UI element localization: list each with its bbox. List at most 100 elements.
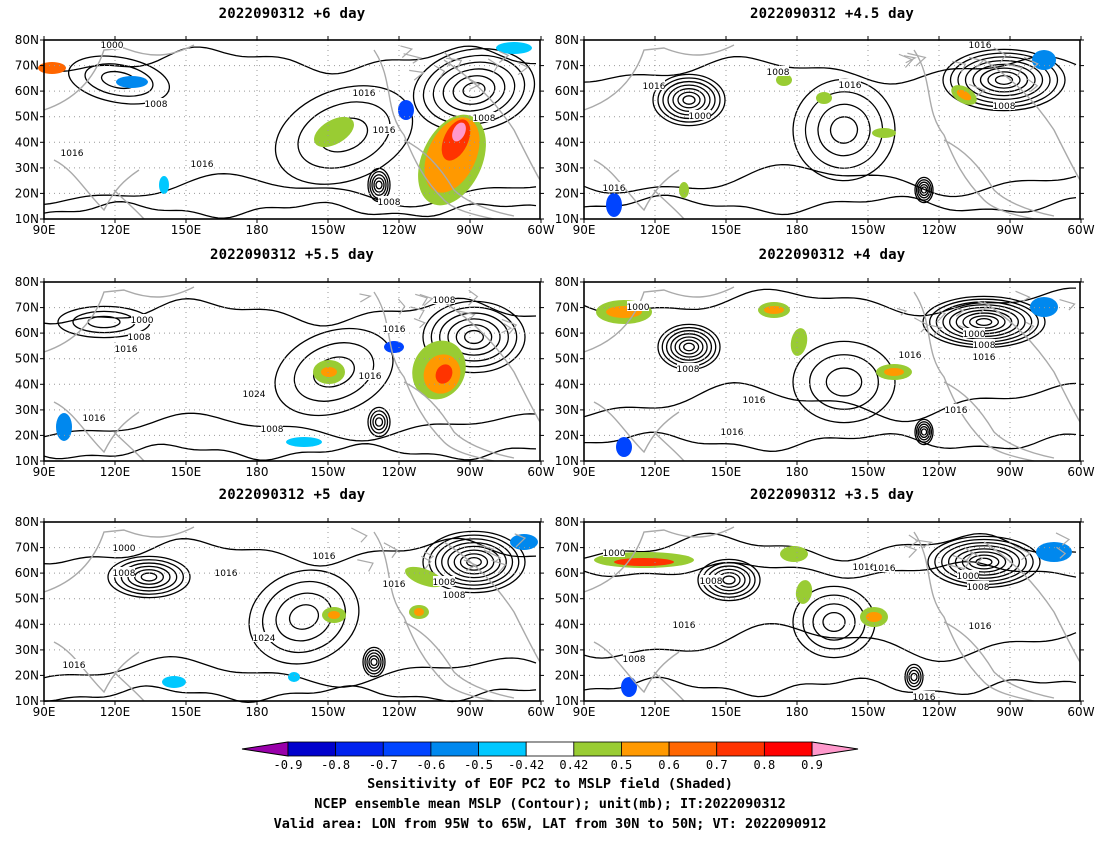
lon-tick-label: 120W [382,223,417,237]
lat-tick-label: 70N [555,541,579,555]
lon-tick-label: 60W [1067,465,1094,479]
colorbar-level-label: -0.7 [369,758,398,772]
lon-tick-label: 150W [851,223,886,237]
lon-tick-label: 90E [573,465,596,479]
lat-tick-label: 70N [15,541,39,555]
contour-label: 1016 [853,563,876,573]
lon-tick-label: 120W [922,223,957,237]
colorbar-level-label: -0.8 [321,758,350,772]
contour-label: 1008 [128,333,151,343]
lat-tick-label: 40N [555,377,579,391]
contour-label: 1016 [383,580,406,590]
colorbar: -0.9 -0.8 -0.7 -0.6 -0.5 -0.42 0.42 0.5 0.6 0.7 0.… [0,738,1100,774]
lat-tick-label: 50N [15,592,39,606]
lat-tick-label: 30N [15,643,39,657]
contour-label: 1016 [721,428,744,438]
lon-tick-label: 60W [527,705,554,719]
contour-label: 1008 [677,365,700,375]
colorbar-level-label: -0.6 [416,758,445,772]
mslp-contours: 1000 1008 1016 1016 1016 1016 1008 1008 [61,39,496,208]
colorbar-box [621,741,670,757]
lat-tick-label: 50N [15,352,39,366]
contour-label: 1016 [313,552,336,562]
colorbar-level-label: -0.5 [464,758,493,772]
lon-tick-label: 150W [851,465,886,479]
lon-tick-label: 120E [640,465,671,479]
panel-title-3: 2022090312 +5.5 day [210,247,374,263]
lon-tick-label: 90E [33,465,56,479]
sensitivity-shading [583,287,1077,457]
coastlines [43,526,541,702]
lon-tick-label: 120E [100,705,131,719]
lat-tick-label: 70N [555,301,579,315]
contour-label: 1000 [603,549,626,559]
colorbar-level-label: 0.7 [706,758,728,772]
lon-tick-label: 180 [786,705,809,719]
contour-label: 1008 [767,68,790,78]
lat-tick-label: 20N [555,428,579,442]
lon-tick-label: 90W [456,465,483,479]
lon-tick-label: 60W [527,465,554,479]
lat-tick-label: 20N [555,186,579,200]
colorbar-level-label: 0.6 [658,758,680,772]
colorbar-max-arrow [811,741,859,757]
mslp-contours: 1000 1008 1016 1016 1024 1016 1008 1008 1016 [63,542,466,671]
caption-line-3: Valid area: LON from 95W to 65W, LAT fro… [273,816,827,832]
colorbar-box [287,741,337,757]
contour-label: 1008 [145,100,168,110]
contour-label: 1000 [113,544,136,554]
contour-label: 1016 [63,661,86,671]
lat-tick-label: 80N [15,275,39,289]
lon-tick-label: 180 [786,223,809,237]
contour-label: 1016 [603,184,626,194]
plot-frame [583,281,1081,462]
contour-label: 1016 [673,621,696,631]
lon-tick-label: 90E [33,705,56,719]
lat-tick-label: 60N [15,84,39,98]
lon-tick-label: 120W [382,465,417,479]
lon-tick-label: 150E [711,465,742,479]
mslp-contours: 1016 1008 1016 1000 1016 1008 1016 [603,39,1016,194]
lat-tick-label: 40N [15,135,39,149]
contour-label: 1008 [967,583,990,593]
lat-tick-label: 40N [555,135,579,149]
contour-label: 1016 [383,325,406,335]
colorbar-level-label: 0.42 [559,758,588,772]
contour-label: 1024 [253,634,276,644]
colorbar-box [668,741,718,757]
panel-title-5: 2022090312 +5 day [218,487,366,503]
lon-tick-label: 90E [573,705,596,719]
contour-label: 1016 [969,622,992,632]
lat-tick-label: 70N [15,59,39,73]
lat-tick-label: 10N [15,694,39,708]
contour-label: 1000 [957,572,980,582]
lon-tick-label: 90W [996,465,1023,479]
contour-label: 1016 [83,414,106,424]
lat-tick-label: 80N [15,515,39,529]
contour-label: 1016 [913,693,936,703]
panel-title-2: 2022090312 +4.5 day [750,6,914,22]
sensitivity-shading [38,42,537,219]
contour-label: 1016 [215,569,238,579]
contour-label: 1016 [373,126,396,136]
map-panel-2: 1016 1008 1016 1000 1016 1008 1016 80N 70N 60N 50N… [555,33,1095,237]
map-panel-1: 1000 1008 1016 1016 1016 1016 1008 1008 80N 70N 60… [15,33,555,237]
lon-tick-label: 90W [456,223,483,237]
contour-label: 1016 [945,406,968,416]
contour-label: 1016 [191,160,214,170]
colorbar-level-label: -0.9 [274,758,303,772]
lat-tick-label: 40N [15,377,39,391]
lat-tick-label: 80N [555,33,579,47]
map-panel-5: 1000 1008 1016 1016 1024 1016 1008 1008 1016 80N 7… [15,515,555,719]
lon-tick-label: 60W [1067,223,1094,237]
lon-tick-label: 60W [1067,705,1094,719]
lat-tick-label: 30N [555,161,579,175]
contour-label: 1016 [973,353,996,363]
lat-tick-label: 40N [15,617,39,631]
contour-label: 1008 [261,425,284,435]
lat-tick-label: 30N [15,403,39,417]
colorbar-box [716,741,765,757]
map-panel-6: 1000101610081016101610001008101610081016… [555,515,1095,719]
contour-label: 1008 [700,577,723,587]
